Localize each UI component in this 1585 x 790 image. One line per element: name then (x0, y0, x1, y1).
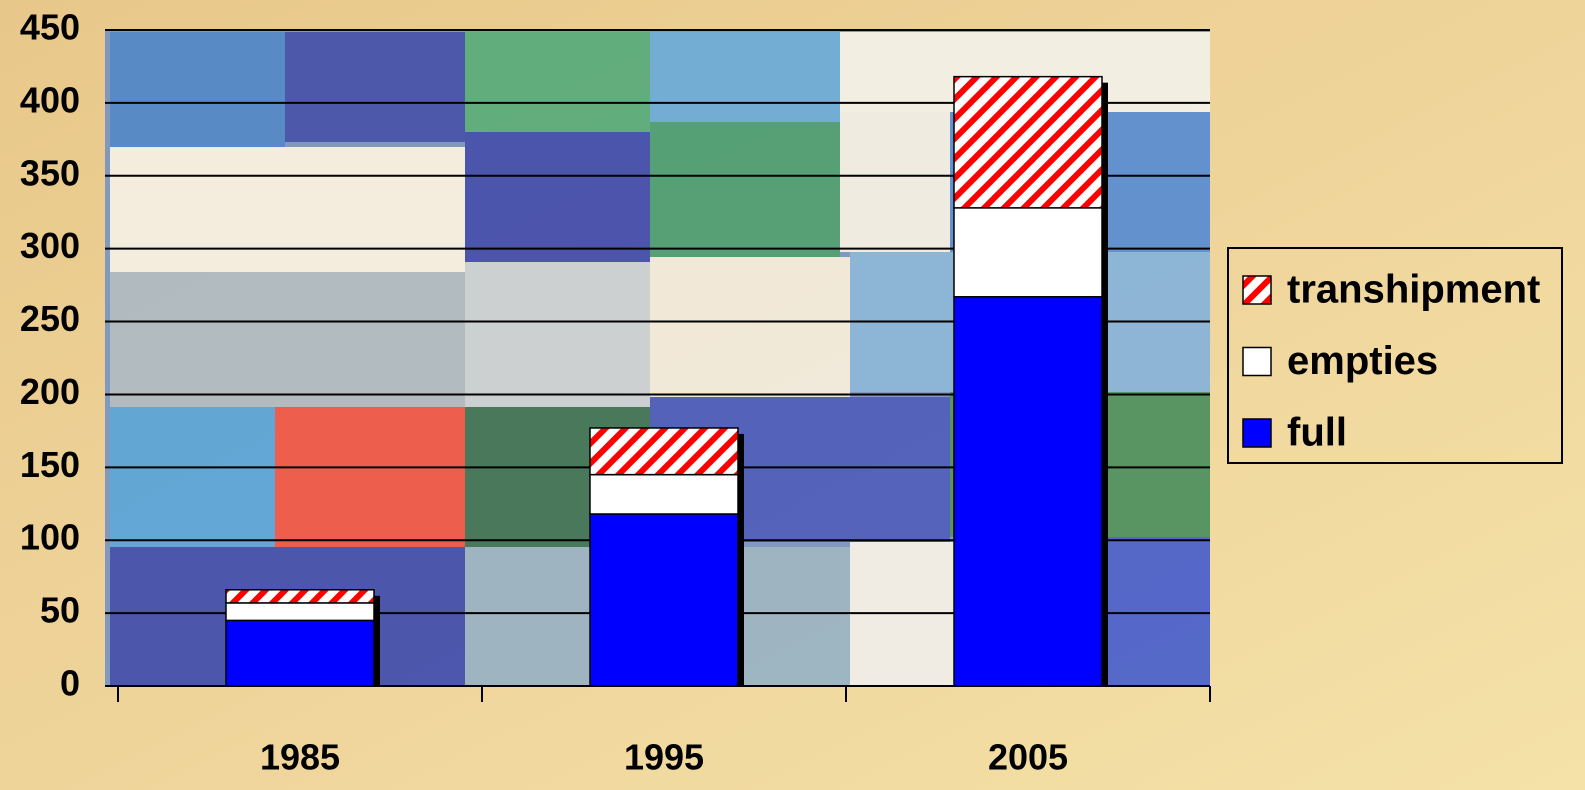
y-tick-label: 200 (20, 371, 80, 412)
legend-label: full (1287, 411, 1347, 455)
y-tick-label: 300 (20, 225, 80, 266)
bar-segment (953, 207, 1103, 298)
legend-label: transhipment (1287, 268, 1540, 312)
legend-swatch (1242, 346, 1272, 377)
y-tick-label: 350 (20, 152, 80, 193)
bar-segment (225, 602, 375, 622)
x-tick-label: 2005 (988, 737, 1068, 778)
y-tick-label: 0 (60, 663, 80, 704)
y-tick-label: 400 (20, 79, 80, 120)
bar-segment (589, 513, 739, 687)
legend-box (1227, 247, 1563, 464)
legend-label: empties (1287, 339, 1438, 383)
bar-segment (225, 589, 375, 604)
bar-segment (589, 473, 739, 515)
bar-segment (953, 75, 1103, 209)
y-tick-label: 100 (20, 517, 80, 558)
y-tick-label: 50 (40, 590, 80, 631)
y-tick-label: 250 (20, 298, 80, 339)
y-tick-label: 450 (20, 7, 80, 48)
y-tick-label: 150 (20, 444, 80, 485)
bar-segment (953, 296, 1103, 687)
x-tick-label: 1995 (624, 737, 704, 778)
legend-swatch (1242, 418, 1272, 448)
bars (225, 75, 1108, 687)
axes: 0 50 100 150 200 250 300 350 400 450 1985 1995 2005 (20, 7, 1211, 778)
x-tick-label: 1985 (260, 737, 340, 778)
legend: transhipment empties full (1242, 268, 1540, 455)
bar-segment (225, 619, 375, 687)
bar-segment (589, 427, 739, 476)
legend-swatch (1242, 275, 1272, 305)
